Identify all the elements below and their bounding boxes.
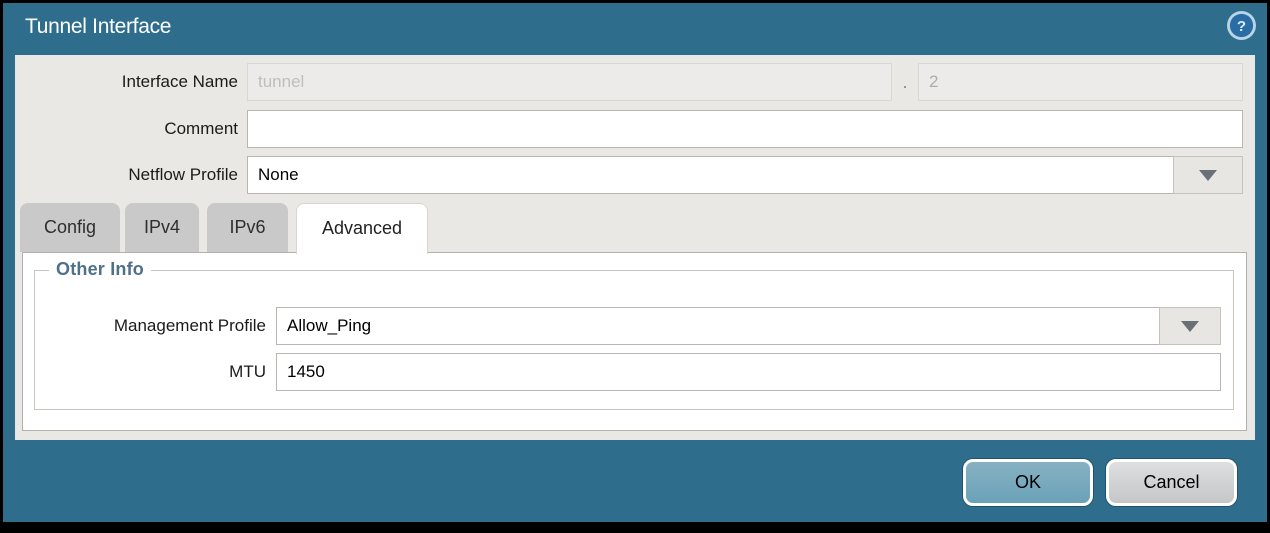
comment-input[interactable] bbox=[247, 110, 1243, 148]
cancel-button[interactable]: Cancel bbox=[1106, 459, 1237, 506]
dialog-title: Tunnel Interface bbox=[25, 15, 172, 38]
interface-name-label: Interface Name bbox=[121, 72, 238, 91]
dialog-body: Interface Name . Comment Netflow Profile… bbox=[15, 55, 1255, 440]
comment-label: Comment bbox=[164, 119, 238, 138]
netflow-profile-dropdown-button[interactable] bbox=[1173, 156, 1243, 194]
netflow-profile-label: Netflow Profile bbox=[128, 165, 238, 184]
management-profile-dropdown-button[interactable] bbox=[1159, 307, 1221, 345]
other-info-legend: Other Info bbox=[49, 259, 151, 280]
tab-advanced[interactable]: Advanced bbox=[296, 203, 428, 254]
tab-ipv4[interactable]: IPv4 bbox=[125, 203, 199, 252]
help-icon[interactable]: ? bbox=[1226, 10, 1257, 41]
other-info-fieldset: Other Info Management Profile MTU bbox=[34, 259, 1234, 410]
interface-name-base-field bbox=[247, 63, 892, 101]
help-icon-glyph: ? bbox=[1237, 18, 1246, 35]
management-profile-label: Management Profile bbox=[113, 316, 266, 335]
mtu-label: MTU bbox=[229, 362, 266, 381]
tab-config[interactable]: Config bbox=[20, 203, 120, 252]
mtu-input[interactable] bbox=[276, 353, 1221, 391]
chevron-down-icon bbox=[1199, 169, 1217, 181]
interface-name-separator: . bbox=[902, 72, 908, 92]
management-profile-select[interactable] bbox=[276, 307, 1161, 345]
interface-name-suffix-field bbox=[918, 63, 1243, 101]
chevron-down-icon bbox=[1181, 320, 1199, 332]
ok-button[interactable]: OK bbox=[963, 459, 1093, 506]
advanced-tab-panel: Other Info Management Profile MTU bbox=[22, 252, 1247, 431]
netflow-profile-select[interactable] bbox=[247, 156, 1174, 194]
tab-ipv6[interactable]: IPv6 bbox=[207, 203, 288, 252]
